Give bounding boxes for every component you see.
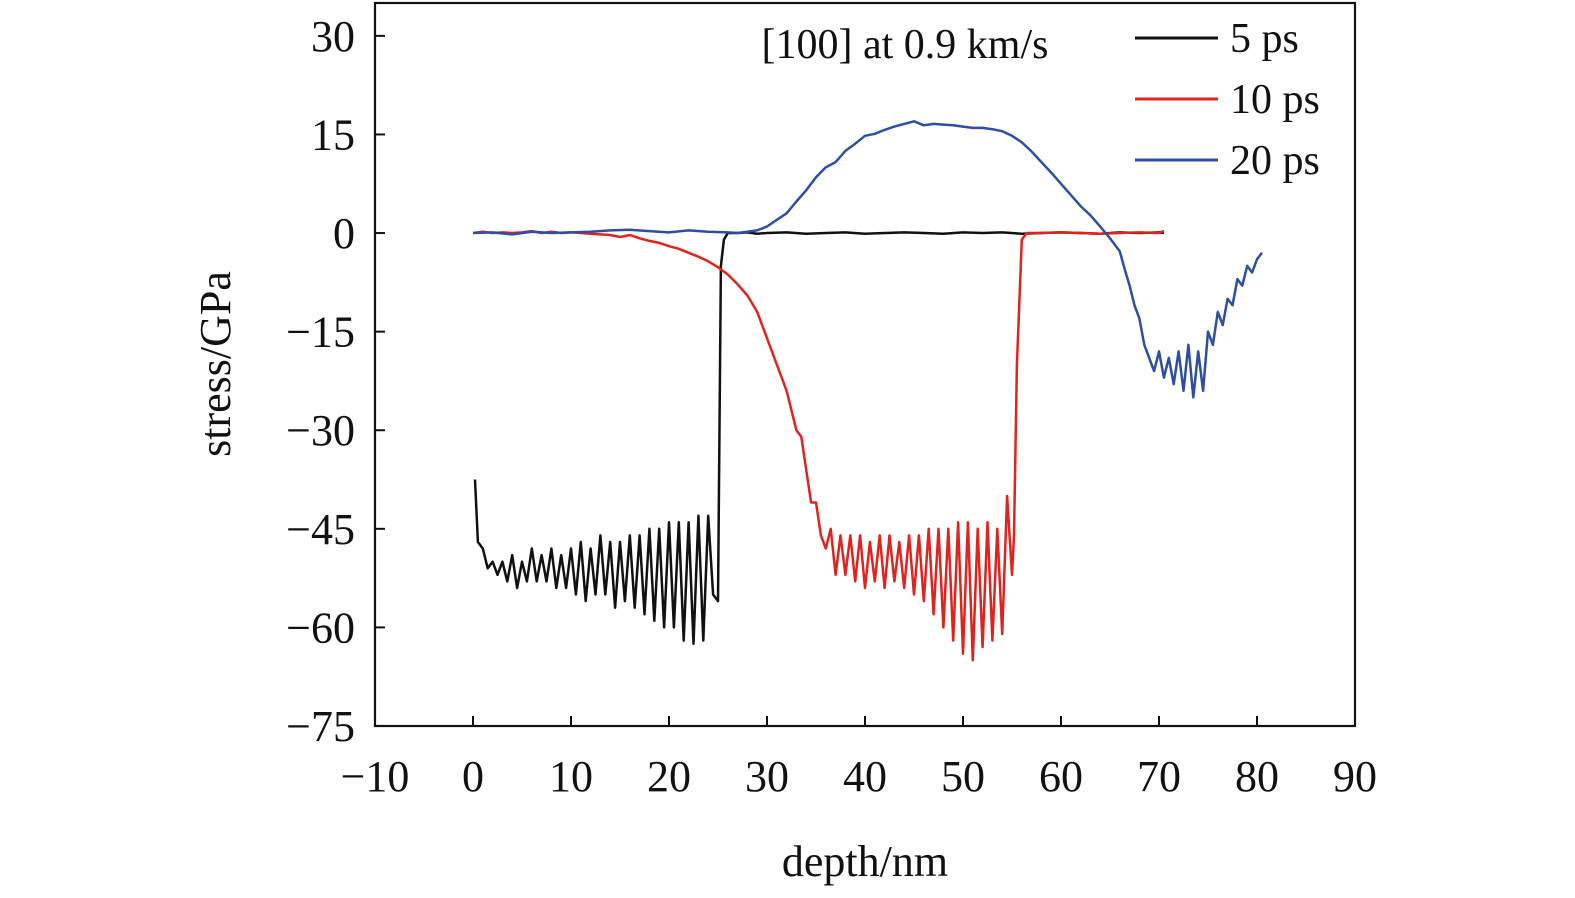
x-tick-label: 0 — [462, 752, 484, 801]
y-axis-title: stress/GPa — [191, 271, 240, 457]
x-tick-label: 70 — [1137, 752, 1181, 801]
series-line-5-ps — [473, 231, 1165, 646]
legend-label: 10 ps — [1230, 77, 1320, 123]
series-line-10-ps — [472, 229, 1165, 662]
plot-frame — [373, 1, 1357, 728]
series-line-20-ps — [472, 120, 1263, 399]
series-group — [472, 120, 1263, 662]
axis-ticks: −10 0 10 20 30 40 50 60 70 80 90 30 15 0 −15 −30 −45 −60 −… — [286, 12, 1377, 801]
x-axis-title: depth/nm — [782, 837, 948, 886]
x-tick-label: 40 — [843, 752, 887, 801]
annotation-text: [100] at 0.9 km/s — [762, 22, 1049, 68]
y-tick-label: −15 — [286, 308, 355, 357]
x-tick-label: 30 — [745, 752, 789, 801]
y-tick-label: −75 — [286, 702, 355, 751]
legend-label: 5 ps — [1230, 16, 1299, 62]
legend-label: 20 ps — [1230, 138, 1320, 184]
legend: 5 ps 10 ps 20 ps — [1135, 16, 1320, 184]
x-tick-label: −10 — [341, 752, 410, 801]
x-tick-label: 80 — [1235, 752, 1279, 801]
x-tick-label: 20 — [647, 752, 691, 801]
x-tick-label: 90 — [1333, 752, 1377, 801]
x-tick-label: 60 — [1039, 752, 1083, 801]
y-tick-label: −30 — [286, 406, 355, 455]
y-tick-label: 30 — [311, 12, 355, 61]
x-tick-label: 10 — [549, 752, 593, 801]
y-tick-label: 15 — [311, 110, 355, 159]
y-tick-label: 0 — [333, 209, 355, 258]
y-tick-label: −45 — [286, 505, 355, 554]
x-tick-label: 50 — [941, 752, 985, 801]
y-tick-label: −60 — [286, 603, 355, 652]
